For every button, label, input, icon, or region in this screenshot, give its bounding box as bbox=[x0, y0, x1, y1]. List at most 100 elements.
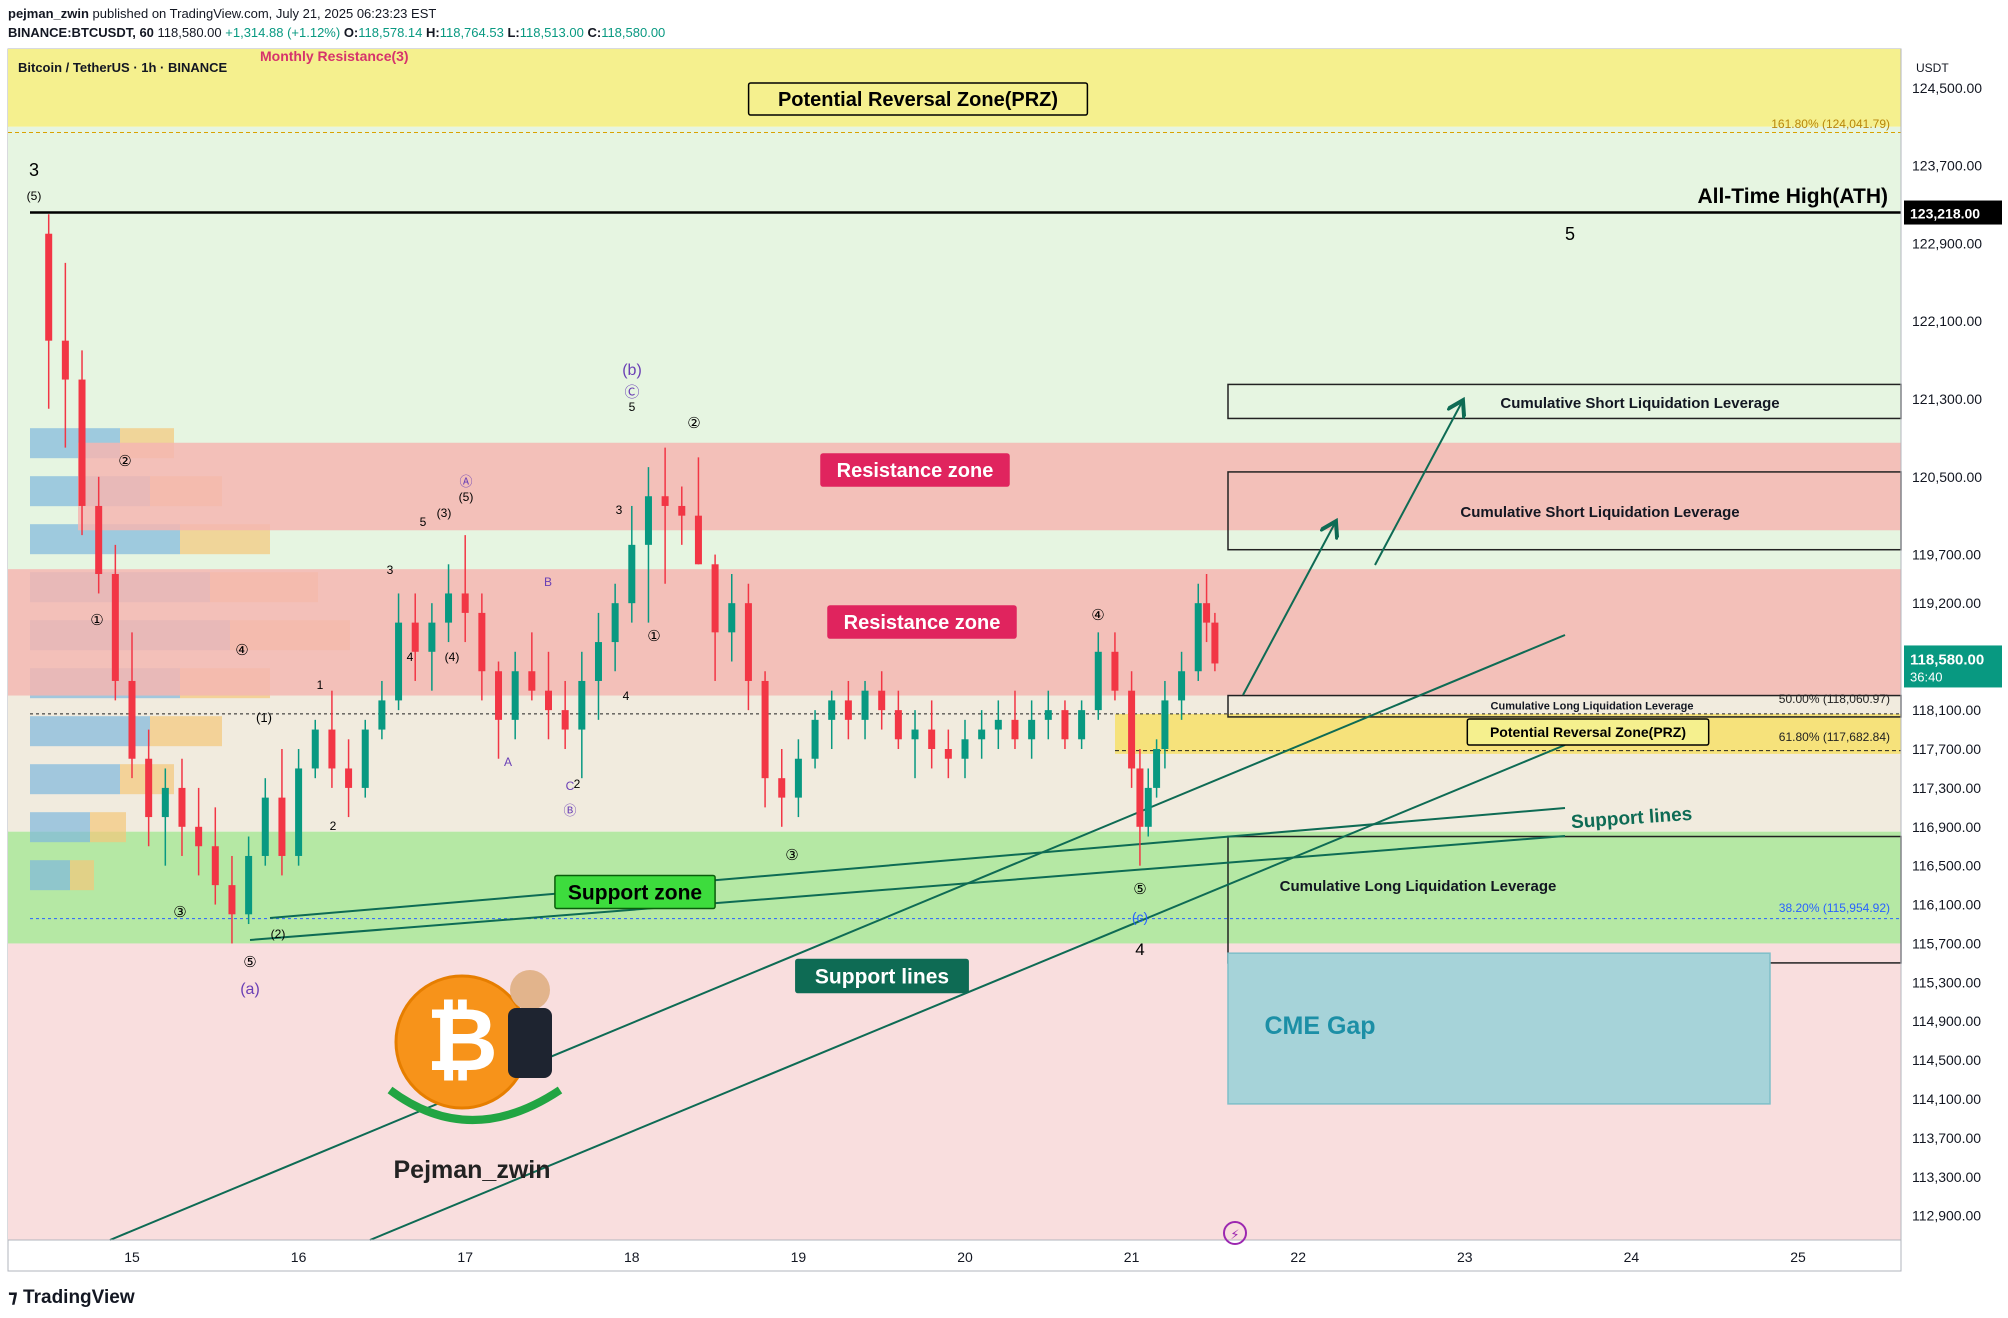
candle-body bbox=[378, 700, 386, 730]
ath-tag-bg bbox=[1904, 200, 2002, 225]
candle-body bbox=[828, 700, 836, 720]
candle-body bbox=[445, 593, 453, 623]
support-lines-callout-box bbox=[795, 958, 969, 994]
candle-body bbox=[45, 233, 53, 341]
price-tick: 119,700.00 bbox=[1912, 547, 1981, 563]
wave-label: (5) bbox=[27, 189, 42, 203]
candle-body bbox=[694, 515, 702, 565]
wave-label: ② bbox=[118, 453, 131, 470]
price-tick: 122,900.00 bbox=[1912, 235, 1982, 251]
candle-body bbox=[811, 719, 819, 759]
time-tick: 16 bbox=[291, 1249, 307, 1265]
volume-bar bbox=[30, 764, 120, 795]
support-band bbox=[8, 831, 1901, 944]
wave-label: ③ bbox=[173, 904, 186, 921]
price-axis[interactable]: USDT 124,500.00 123,700.00 122,900.00 122,10… bbox=[1900, 49, 2002, 1271]
candle-body bbox=[228, 885, 236, 915]
tradingview-logo[interactable]: ⁊ TradingView bbox=[8, 1286, 135, 1309]
bitcoin-logo-icon: ₿ bbox=[387, 970, 563, 1124]
time-tick: 23 bbox=[1457, 1249, 1473, 1265]
box-label: Cumulative Long Liquidation Leverage bbox=[1491, 700, 1694, 712]
candle-body bbox=[961, 739, 969, 759]
snapshot-icon[interactable] bbox=[1223, 1221, 1247, 1245]
wave-label: (4) bbox=[445, 650, 460, 664]
volume-bar-up bbox=[70, 860, 94, 891]
price-tick: 118,100.00 bbox=[1912, 702, 1981, 718]
fib-161-label: 161.80% (124,041.79) bbox=[1771, 117, 1890, 131]
fib-618-label: 61.80% (117,682.84) bbox=[1779, 730, 1890, 744]
candle-body bbox=[211, 846, 219, 886]
wave-label: Ⓑ bbox=[563, 803, 576, 818]
candle-body bbox=[1044, 710, 1052, 720]
drawn-lines bbox=[8, 131, 1901, 1241]
price-tick: 114,100.00 bbox=[1912, 1091, 1981, 1107]
price-tick: 115,700.00 bbox=[1912, 935, 1981, 951]
box-label: Cumulative Short Liquidation Leverage bbox=[1500, 395, 1779, 412]
time-tick: 15 bbox=[124, 1249, 140, 1265]
prz-top-label: Potential Reversal Zone(PRZ) bbox=[778, 89, 1058, 111]
candle-body bbox=[1128, 690, 1136, 769]
price-tick: 114,900.00 bbox=[1912, 1013, 1981, 1029]
candle-body bbox=[1078, 710, 1086, 740]
price-tag: 118,580.00 bbox=[1910, 651, 1984, 668]
candle-body bbox=[545, 690, 552, 711]
price-tick: 121,300.00 bbox=[1912, 391, 1982, 407]
candle-body bbox=[728, 603, 736, 633]
candle-body bbox=[1111, 651, 1119, 691]
candle-body bbox=[911, 729, 919, 740]
candle-body bbox=[1203, 603, 1211, 623]
price-tick: 122,100.00 bbox=[1912, 313, 1982, 329]
candle-body bbox=[928, 729, 936, 750]
wave-label: 2 bbox=[330, 819, 337, 833]
candle-body bbox=[195, 826, 203, 847]
time-tick: 20 bbox=[957, 1249, 973, 1265]
candle-body bbox=[611, 603, 619, 643]
box-label: CME Gap bbox=[1264, 1012, 1375, 1040]
candle-body bbox=[711, 564, 719, 633]
candle-body bbox=[1011, 719, 1019, 740]
wave-label: A bbox=[504, 755, 512, 769]
time-axis[interactable]: 15 16 17 18 19 20 21 22 23 24 25 bbox=[8, 1239, 1901, 1265]
wave-label: 5 bbox=[629, 400, 636, 414]
resistance-label-1: Resistance zone bbox=[837, 460, 994, 482]
last-price: 118,580.00 bbox=[157, 25, 222, 40]
ath-tag: 123,218.00 bbox=[1910, 206, 1980, 222]
arrow-up-1 bbox=[1242, 523, 1335, 696]
close-value: 118,580.00 bbox=[601, 25, 666, 40]
wave-label: ⑤ bbox=[1133, 881, 1146, 898]
price-tick: 116,500.00 bbox=[1912, 858, 1981, 874]
candle-body bbox=[78, 379, 86, 506]
wave-label: B bbox=[544, 575, 552, 589]
wave-label: 4 bbox=[623, 689, 630, 703]
price-tick: 115,300.00 bbox=[1912, 974, 1981, 990]
price-tick: 112,900.00 bbox=[1912, 1208, 1981, 1224]
publish-date: published on TradingView.com, July 21, 2… bbox=[92, 6, 437, 21]
author-name[interactable]: pejman_zwin bbox=[8, 6, 89, 21]
candle-body bbox=[145, 758, 153, 818]
wave-label: ④ bbox=[1091, 607, 1104, 624]
fib-50-label: 50.00% (118,060.97) bbox=[1779, 692, 1890, 706]
candle-body bbox=[594, 642, 602, 681]
candle-body bbox=[261, 797, 269, 856]
wave-label: 4 bbox=[1135, 940, 1144, 959]
candle-body bbox=[428, 622, 436, 652]
candle-body bbox=[311, 729, 319, 769]
wave-label: 2 bbox=[574, 777, 581, 791]
wave-label: 1 bbox=[317, 678, 324, 692]
candle-body bbox=[395, 622, 403, 701]
time-tick: 17 bbox=[457, 1249, 473, 1265]
candle-body bbox=[778, 778, 786, 798]
candle-body bbox=[861, 690, 869, 720]
candle-body bbox=[478, 612, 486, 672]
low-label: L: bbox=[507, 25, 520, 40]
price-tick: 114,500.00 bbox=[1912, 1052, 1981, 1068]
candle-body bbox=[1061, 710, 1069, 740]
monthly-resistance-label: Monthly Resistance(3) bbox=[260, 48, 409, 64]
time-tick: 21 bbox=[1124, 1249, 1140, 1265]
support-zone-label: Support zone bbox=[568, 882, 702, 905]
candle-body bbox=[994, 719, 1002, 730]
wave-label: (1) bbox=[256, 710, 272, 725]
price-tag-bg bbox=[1904, 645, 2002, 688]
candle-body bbox=[1094, 651, 1102, 711]
